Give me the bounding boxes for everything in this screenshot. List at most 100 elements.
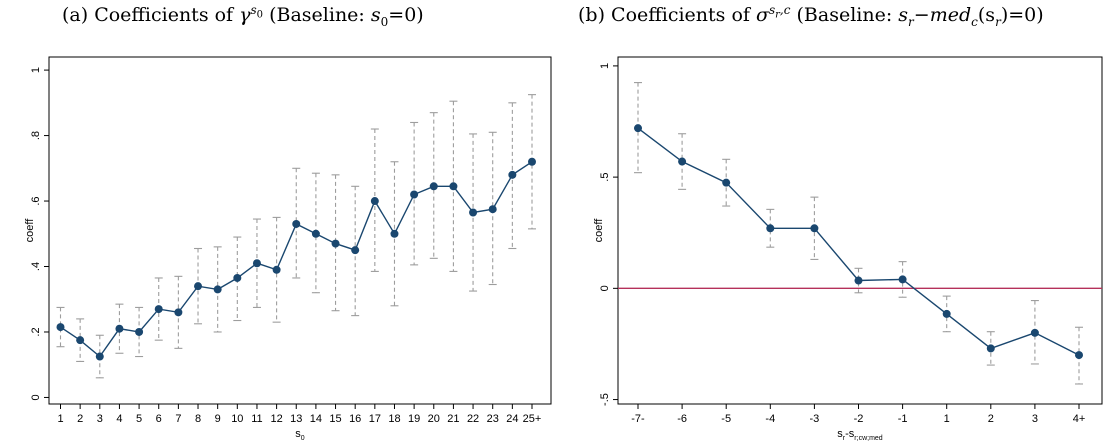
panel-b-title: (b) Coefficients of σsr,c (Baseline: sr−… [578,2,1044,29]
x-tick-label-b: 1 [944,413,950,425]
y-tick-label-a: .2 [30,327,42,336]
series-line-b [637,127,1080,356]
data-point-a [95,352,104,361]
data-point-a [194,282,203,291]
ci-whisker-b [766,208,775,248]
data-point-a [292,219,301,228]
ci-whisker-a [488,131,497,286]
data-point-a [272,265,281,274]
x-tick-label-a: 2 [77,413,83,425]
y-tick-label-b: .5 [599,173,611,182]
data-point-a [233,273,242,282]
x-tick-label-a: 11 [251,413,262,425]
x-tick-label-a: 6 [156,413,162,425]
y-tick-label-b: 1 [599,63,611,69]
x-tick-label-a: 17 [369,413,381,425]
ci-whisker-a [528,94,536,230]
data-point-a [429,182,438,191]
data-point-b [898,275,907,284]
x-tick-label-a: 5 [136,413,142,425]
y-tick-label-b: 0 [599,285,611,291]
data-point-a [351,246,360,255]
data-point-b [766,224,775,233]
plot-frame-b [617,56,1103,405]
y-axis-label-a: coeff [24,218,36,243]
x-tick-label-a: 1 [57,413,63,425]
data-point-a [154,305,163,314]
data-point-b [634,124,642,133]
x-tick-label-a: 25+ [523,413,542,425]
y-tick-label-a: .4 [30,262,42,271]
ci-whisker-b [678,133,687,190]
data-point-b [1075,351,1083,360]
x-tick-label-a: 13 [290,413,302,425]
data-point-a [410,190,419,199]
x-tick-label-a: 10 [231,413,243,425]
data-point-b [810,224,819,233]
y-tick-label-a: 0 [30,394,42,400]
x-tick-label-b: 4+ [1073,413,1086,425]
y-tick-label-a: 1 [30,67,42,73]
x-axis-label-base: s [837,428,843,440]
data-point-a [115,324,124,333]
data-point-b [1030,328,1039,337]
x-tick-label-a: 3 [97,413,103,425]
x-tick-label-a: 7 [175,413,181,425]
data-point-b [942,309,951,318]
x-tick-label-b: 3 [1032,413,1038,425]
x-tick-label-a: 22 [467,413,479,425]
data-point-a [449,182,458,191]
data-point-a [56,323,65,332]
ci-whisker-b [854,267,863,294]
x-axis-label-a: s0 [295,428,305,442]
data-point-a [174,308,183,317]
x-tick-label-a: 19 [408,413,420,425]
y-axis-label-b: coeff [593,218,605,243]
x-tick-label-a: 16 [349,413,361,425]
x-axis-label-base: s [295,428,301,440]
x-tick-label-b: -5 [721,413,731,425]
ci-whisker-a [56,306,65,348]
y-tick-label-b: -.5 [599,393,611,406]
data-point-a [370,197,379,206]
ci-whisker-a [331,174,340,312]
data-point-a [331,239,340,248]
data-point-a [390,229,399,238]
x-tick-label-a: 20 [428,413,440,425]
x-tick-label-b: -6 [677,413,687,425]
data-point-b [678,157,687,166]
data-point-b [722,178,731,187]
data-point-a [76,336,85,345]
plot-frame-a [48,56,552,405]
data-point-a [488,205,497,214]
data-point-a [213,285,222,294]
x-tick-label-b: -4 [765,413,775,425]
x-axis-label-sub: r [843,435,846,442]
x-tick-label-a: 8 [195,413,201,425]
data-point-a [508,170,517,179]
y-tick-label-a: .6 [30,196,42,205]
data-point-a [135,327,144,336]
x-axis-label-sub: 0 [301,435,305,442]
x-axis-label-mid: -s [845,428,855,440]
x-tick-label-a: 24 [506,413,518,425]
x-axis-label-sub2: r;cw;med [854,435,883,442]
x-tick-label-b: -2 [854,413,864,425]
data-point-a [311,229,320,238]
x-tick-label-b: -1 [898,413,908,425]
ci-whisker-a [233,236,242,322]
x-tick-label-a: 4 [116,413,122,425]
data-point-a [469,208,478,217]
data-point-a [528,157,536,166]
x-tick-label-a: 9 [215,413,221,425]
x-tick-label-b: 2 [988,413,994,425]
x-tick-label-a: 12 [270,413,282,425]
x-tick-label-a: 23 [487,413,499,425]
y-tick-label-a: .8 [30,131,42,140]
x-tick-label-a: 14 [310,413,322,425]
x-tick-label-b: -7- [631,413,645,425]
x-axis-label-b: sr-sr;cw;med [837,428,883,442]
data-point-b [854,276,863,285]
